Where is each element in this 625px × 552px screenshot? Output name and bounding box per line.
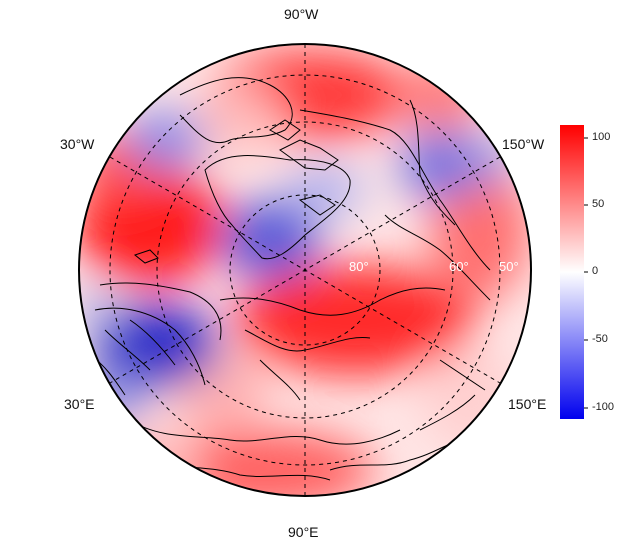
longitude-label-30e: 30°E [64, 396, 95, 412]
map-border [78, 43, 532, 497]
colorbar [560, 125, 584, 419]
colorbar-tick-label: 50 [592, 198, 605, 210]
longitude-label-90w: 90°W [284, 6, 319, 22]
coastlines [89, 77, 491, 481]
colorbar-ticks [584, 137, 588, 409]
colorbar-tick-label: 100 [592, 131, 611, 143]
colorbar-tick-label: -100 [592, 401, 615, 413]
latitude-label-50: 50° [499, 259, 519, 274]
longitude-label-30w: 30°W [60, 136, 95, 152]
latitude-label-80: 80° [349, 259, 369, 274]
latitude-label-60: 60° [449, 259, 469, 274]
longitude-label-90e: 90°E [288, 524, 319, 540]
longitude-label-150e: 150°E [508, 396, 547, 412]
colorbar-tick-label: -50 [592, 333, 608, 345]
longitude-label-150w: 150°W [502, 136, 545, 152]
colorbar-tick-label: 0 [592, 265, 599, 277]
graticule [109, 44, 501, 496]
